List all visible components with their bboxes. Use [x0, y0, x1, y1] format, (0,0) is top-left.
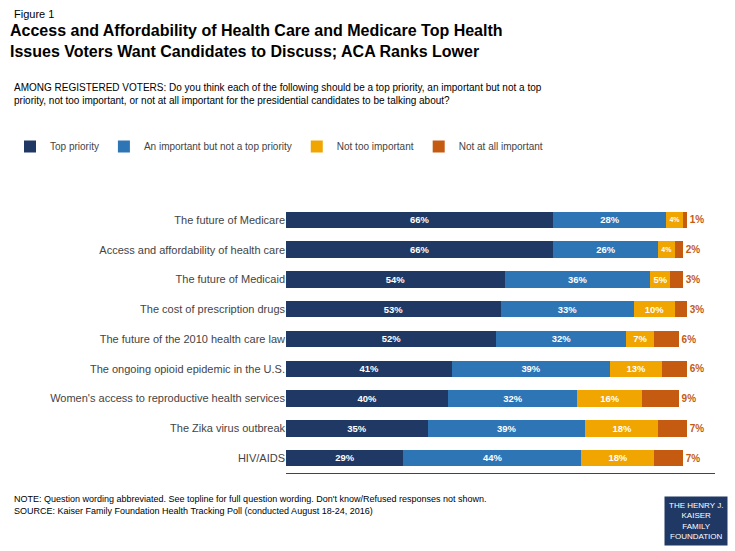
- svg-text:2%: 2%: [686, 244, 701, 255]
- svg-text:3%: 3%: [690, 304, 705, 315]
- svg-text:9%: 9%: [682, 393, 697, 404]
- svg-text:Top priority: Top priority: [50, 141, 99, 152]
- svg-text:Access and affordability of he: Access and affordability of health care: [99, 244, 285, 256]
- svg-text:6%: 6%: [682, 334, 697, 345]
- svg-text:66%: 66%: [410, 214, 429, 225]
- svg-text:66%: 66%: [410, 244, 429, 255]
- svg-text:40%: 40%: [357, 393, 376, 404]
- svg-text:The future of Medicare: The future of Medicare: [174, 214, 285, 226]
- svg-text:32%: 32%: [503, 393, 522, 404]
- svg-text:The future of Medicaid: The future of Medicaid: [176, 273, 285, 285]
- svg-text:18%: 18%: [612, 423, 631, 434]
- svg-text:16%: 16%: [600, 393, 619, 404]
- svg-text:1%: 1%: [690, 214, 705, 225]
- svg-text:36%: 36%: [568, 274, 587, 285]
- svg-text:7%: 7%: [633, 333, 647, 344]
- svg-text:An important but not a top pri: An important but not a top priority: [144, 141, 292, 152]
- svg-text:The Zika virus outbreak: The Zika virus outbreak: [170, 422, 285, 434]
- svg-text:Not too important: Not too important: [337, 141, 414, 152]
- svg-text:18%: 18%: [608, 452, 627, 463]
- svg-text:NOTE: Question wording abbrevi: NOTE: Question wording abbreviated. See …: [14, 494, 486, 516]
- svg-text:53%: 53%: [384, 304, 403, 315]
- svg-text:7%: 7%: [686, 453, 701, 464]
- svg-text:29%: 29%: [335, 452, 354, 463]
- svg-text:THE HENRY J.KAISERFAMILYFOUNDA: THE HENRY J.KAISERFAMILYFOUNDATION: [669, 501, 723, 541]
- svg-text:HIV/AIDS: HIV/AIDS: [238, 452, 285, 464]
- svg-text:28%: 28%: [600, 214, 619, 225]
- svg-text:Access and Affordability of He: Access and Affordability of Health Care …: [10, 22, 503, 60]
- svg-text:The cost of prescription drugs: The cost of prescription drugs: [140, 303, 285, 315]
- svg-text:10%: 10%: [645, 304, 664, 315]
- svg-text:39%: 39%: [497, 423, 516, 434]
- svg-text:41%: 41%: [359, 363, 378, 374]
- svg-text:AMONG REGISTERED VOTERS: Do yo: AMONG REGISTERED VOTERS: Do you think ea…: [14, 82, 542, 106]
- svg-text:Figure 1: Figure 1: [14, 8, 54, 20]
- svg-text:Women's access to reproductive: Women's access to reproductive health se…: [50, 392, 285, 404]
- svg-text:52%: 52%: [382, 333, 401, 344]
- svg-text:26%: 26%: [596, 244, 615, 255]
- svg-text:Not at all important: Not at all important: [459, 141, 543, 152]
- svg-text:35%: 35%: [347, 423, 366, 434]
- svg-text:3%: 3%: [686, 274, 701, 285]
- svg-text:32%: 32%: [552, 333, 571, 344]
- svg-text:33%: 33%: [558, 304, 577, 315]
- svg-text:The ongoing opioid epidemic in: The ongoing opioid epidemic in the U.S.: [90, 363, 285, 375]
- svg-text:39%: 39%: [521, 363, 540, 374]
- svg-text:54%: 54%: [386, 274, 405, 285]
- svg-text:5%: 5%: [654, 274, 668, 285]
- svg-text:4%: 4%: [661, 246, 672, 253]
- svg-text:The future of the 2010 health: The future of the 2010 health care law: [100, 333, 285, 345]
- svg-text:44%: 44%: [483, 452, 502, 463]
- svg-text:13%: 13%: [627, 363, 646, 374]
- svg-text:7%: 7%: [690, 423, 705, 434]
- svg-text:4%: 4%: [669, 216, 680, 223]
- svg-text:6%: 6%: [690, 363, 705, 374]
